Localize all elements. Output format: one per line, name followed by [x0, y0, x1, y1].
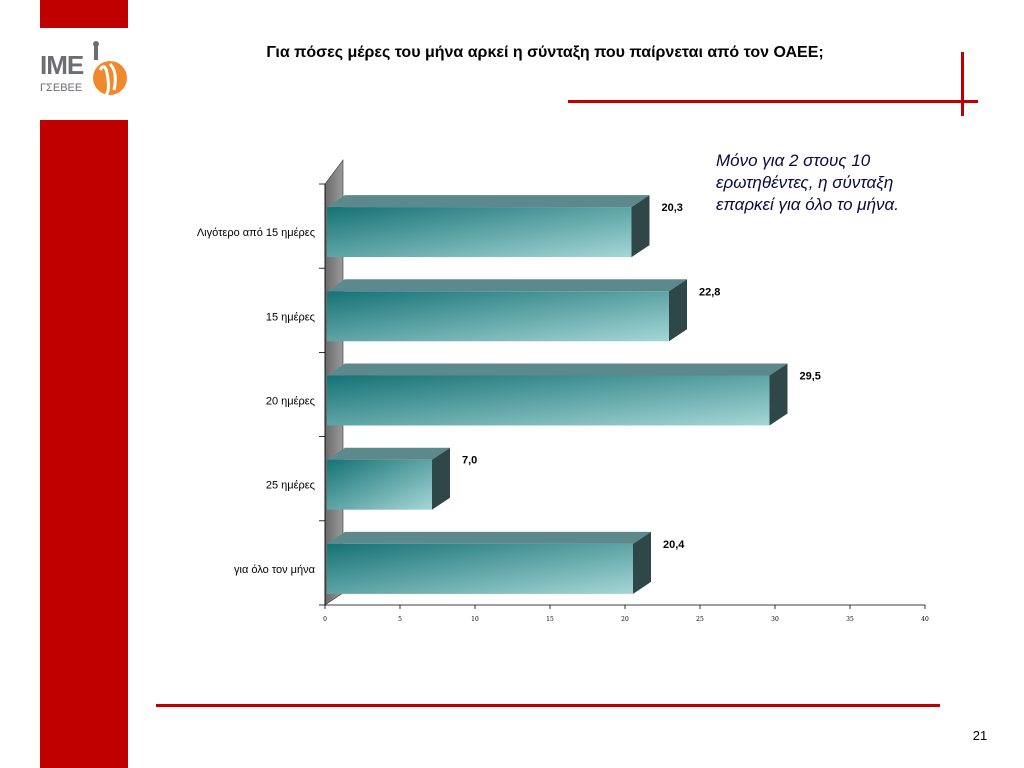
logo-text: IME — [40, 50, 84, 80]
logo-subtext: ΓΣΕΒΕΕ — [40, 82, 83, 94]
category-label: Λιγότερο από 15 ημέρες — [197, 227, 315, 239]
category-label: 15 ημέρες — [266, 311, 315, 323]
page-number: 21 — [972, 728, 988, 743]
bar-top-face — [327, 279, 687, 292]
bar-top-face — [327, 195, 650, 208]
category-label: 20 ημέρες — [266, 396, 315, 408]
divider-top — [568, 100, 978, 103]
bar-side-face — [769, 363, 788, 426]
bar-side-face — [633, 531, 651, 594]
divider-top-vertical — [961, 52, 964, 116]
divider-bottom — [156, 704, 940, 707]
data-label: 7,0 — [462, 455, 477, 467]
bar — [327, 207, 632, 258]
bar-top-face — [327, 447, 450, 460]
red-strip-top — [40, 0, 128, 28]
data-label: 22,8 — [699, 286, 720, 298]
data-label: 20,3 — [662, 202, 683, 214]
page-title: Για πόσες μέρες του μήνα αρκεί η σύνταξη… — [266, 44, 824, 61]
bar-top-face — [327, 363, 788, 376]
x-tick-label: 15 — [546, 616, 554, 623]
annotation-note: Μόνο για 2 στους 10 ερωτηθέντες, η σύντα… — [716, 151, 899, 214]
red-strip-sidebar — [40, 120, 128, 768]
x-tick-label: 10 — [471, 616, 479, 623]
bar-top-face — [327, 531, 651, 544]
bar-side-face — [669, 279, 687, 342]
bar — [327, 291, 669, 342]
bar-chart: 20,3 Λιγότερο από 15 ημέρες 22,8 15 ημέρες 2… — [197, 159, 929, 623]
logo-mark-icon — [93, 41, 127, 100]
x-tick-label: 35 — [846, 616, 854, 623]
x-tick-label: 0 — [323, 616, 327, 623]
logo: IME ΓΣΕΒΕΕ — [40, 38, 128, 110]
bar-side-face — [631, 195, 650, 258]
x-tick-label: 5 — [398, 616, 402, 623]
x-tick-label: 25 — [696, 616, 704, 623]
category-label: 25 ημέρες — [266, 480, 315, 492]
bar-side-face — [432, 447, 450, 510]
bar — [327, 375, 770, 426]
data-label: 20,4 — [663, 539, 685, 551]
x-tick-label: 40 — [921, 616, 929, 623]
bar — [327, 459, 432, 510]
data-label: 29,5 — [800, 371, 821, 383]
category-label: για όλο τον μήνα — [234, 564, 316, 576]
x-tick-label: 20 — [621, 616, 629, 623]
x-tick-label: 30 — [771, 616, 779, 623]
bar — [327, 543, 633, 594]
